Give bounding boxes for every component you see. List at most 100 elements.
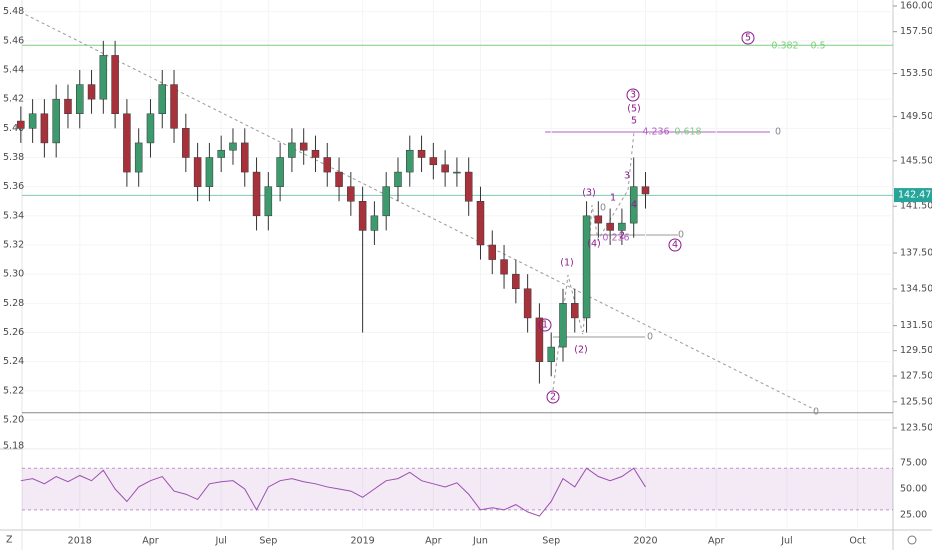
candle-body [441,164,449,173]
candle-body [629,186,638,224]
annotation: 0 [813,407,819,418]
annotation-circle [546,390,560,404]
candle-body [241,142,249,173]
y2-tick-label: 129.500 [900,345,932,356]
candle-body [641,186,650,195]
annotation-circle [668,238,682,252]
candle-body [500,259,508,275]
candle-body [311,149,320,158]
y-tick-label: 5.24 [3,356,24,367]
y2-tick-label: 141.500 [900,201,932,212]
candle-body [417,149,426,158]
candle-body [64,98,72,114]
wave-path [552,131,635,391]
annotation: 0 [775,127,781,138]
candle-body [512,273,520,289]
candle-body [453,171,461,174]
annotation: 4.236 [642,127,669,138]
annotation: 0.5 [810,41,825,52]
corner-label: Z [6,535,13,546]
annotation: 0.618 [674,127,701,138]
annotation: 3 [630,90,636,101]
gear[interactable] [907,535,917,545]
candle-body [323,157,332,173]
candle-body [559,303,567,348]
rsi-tick-label: 25.00 [900,510,927,521]
y-tick-label: 5.28 [3,298,24,309]
candle-body [488,244,497,260]
candle-body [288,142,296,158]
y2-tick-label: 157.500 [900,26,932,37]
y-tick-label: 5.20 [3,415,24,426]
rsi-tick-label: 50.00 [900,484,927,495]
candle-body [52,98,60,144]
y2-tick-label: 125.500 [900,396,932,407]
y2-tick-label: 127.500 [900,371,932,382]
candle-body [123,113,131,173]
y-tick-label: 5.34 [3,210,24,221]
annotation-circle [538,318,552,332]
annotation: 2 [619,231,625,242]
candle-body [535,317,544,362]
candle-body [134,142,143,173]
y-tick-label: 5.42 [3,94,24,105]
candle-body [547,346,555,362]
annotation: (3) [582,188,595,199]
y-tick-label: 5.32 [3,240,24,251]
candle-body [582,215,591,319]
y-tick-label: 5.44 [3,65,24,76]
y2-tick-label: 134.500 [900,283,932,294]
annotation: 4 [631,200,637,211]
candle-body [394,171,402,187]
y2-tick-label: 123.500 [900,422,932,433]
annotation: 0.382 [771,41,798,52]
candle-body [87,84,96,100]
annotation: 1 [610,193,616,204]
candle-body [299,142,308,151]
rsi-line [20,467,646,517]
annotation: 3 [624,171,630,182]
candle-body [17,120,25,129]
settings-icon[interactable] [907,535,917,545]
annotation: (5) [627,104,640,115]
candle-body [146,113,155,144]
y-tick-label: 5.36 [3,181,24,192]
x-tick-label: Apr [425,536,442,547]
y-tick-label: 5.48 [3,6,24,17]
annotation: (1) [560,258,573,269]
x-tick-label: Oct [849,536,866,547]
candle-body [111,55,119,114]
x-tick-label: Jul [780,536,792,547]
candle-body [594,215,603,224]
annotation: 4 [672,240,678,251]
candle-body [76,84,84,115]
y-tick-label: 5.22 [3,385,24,396]
x-tick-label: Apr [708,536,725,547]
y-tick-label: 5.46 [3,35,24,46]
y2-tick-label: 131.500 [900,320,932,331]
x-tick-label: Jul [214,536,226,547]
annotation: 5 [631,116,637,127]
y-tick-label: 5.18 [3,441,24,452]
x-tick-label: 2018 [68,536,92,547]
y-tick-label: 5.26 [3,327,24,338]
candle-body [158,84,167,115]
candle-body [99,55,108,100]
x-tick-label: Jun [472,536,488,547]
y2-tick-label: 149.500 [900,111,932,122]
candle-body [476,201,485,246]
y-tick-label: 5.40 [3,123,24,134]
candle-body [205,157,214,187]
y2-tick-label: 145.500 [900,155,932,166]
x-tick-label: 2019 [351,536,375,547]
candle-body [335,171,343,187]
y2-tick-label: 137.500 [900,247,932,258]
y-tick-label: 5.38 [3,152,24,163]
candle-body [429,157,438,166]
x-tick-label: 2020 [633,536,657,547]
y2-tick-label: 153.500 [900,68,932,79]
candle-body [252,171,261,217]
x-tick-label: Sep [259,536,277,547]
